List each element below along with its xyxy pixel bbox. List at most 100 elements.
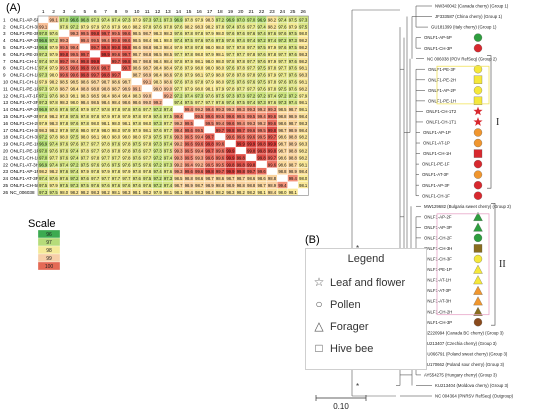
cell-value: 99.4 xyxy=(289,176,298,181)
cell-value: 96.9 xyxy=(39,162,48,167)
cell-value: 97.0 xyxy=(237,17,246,22)
cell-value: 98.5 xyxy=(91,100,100,105)
cell-value: 98.4 xyxy=(112,100,121,105)
cell-value: 98.3 xyxy=(81,93,90,98)
heatmap-cell xyxy=(48,22,59,30)
row-label: ONLF1-PE-1H xyxy=(10,142,40,147)
marker-circle xyxy=(473,170,483,179)
cell-value: 98.3 xyxy=(60,93,69,98)
cell-value: 98.7 xyxy=(278,149,287,154)
cell-value: 97.6 xyxy=(289,52,298,57)
cell-value: 97.6 xyxy=(70,142,79,147)
cell-value: 98.3 xyxy=(206,17,215,22)
cell-value: 97.4 xyxy=(70,149,79,154)
cell-value: 97.7 xyxy=(247,45,256,50)
row-label: ONLF1-CH-1T1 xyxy=(10,66,43,71)
cell-value: 96.8 xyxy=(39,45,48,50)
cell-value: 98.1 xyxy=(195,59,204,64)
cell-value: 99.5 xyxy=(70,52,79,57)
cell-value: 97.2 xyxy=(70,162,79,167)
cell-value: 99.5 xyxy=(81,31,90,36)
cell-value: 98.8 xyxy=(91,86,100,91)
cell-value: 97.2 xyxy=(258,93,267,98)
row-number: 2 xyxy=(3,24,6,29)
cell-value: 99.6 xyxy=(216,149,225,154)
cell-value: 99.2 xyxy=(154,100,163,105)
cell-value: 97.8 xyxy=(112,107,121,112)
cell-value: 98.4 xyxy=(164,59,173,64)
marker-circle xyxy=(473,65,483,74)
cell-value: 99.6 xyxy=(91,66,100,71)
cell-value: 98.8 xyxy=(289,155,298,160)
cell-value: 96.8 xyxy=(81,17,90,22)
cell-value: 97.9 xyxy=(39,80,48,85)
cell-value: 98.3 xyxy=(164,31,173,36)
heatmap-border xyxy=(37,15,309,196)
cell-value: 98.1 xyxy=(258,190,267,195)
cell-value: 97.7 xyxy=(247,86,256,91)
cell-value: 97.4 xyxy=(174,38,183,43)
cell-value: 96.6 xyxy=(39,38,48,43)
cell-value: 99.7 xyxy=(91,73,100,78)
cell-value: 98.1 xyxy=(206,86,215,91)
cell-value: 97.8 xyxy=(91,114,100,119)
cell-value: 99.6 xyxy=(237,135,246,140)
row-number: 20 xyxy=(3,149,9,154)
cell-value: 97.6 xyxy=(174,31,183,36)
cell-value: 97.8 xyxy=(133,114,142,119)
heatmap-cell xyxy=(287,181,299,189)
cell-value: 97.6 xyxy=(50,107,59,112)
tree-leaf-label: ONLF1-PE-2H xyxy=(428,77,456,82)
cell-value: 99.4 xyxy=(195,135,204,140)
cell-value: 99.3 xyxy=(247,121,256,126)
cell-value: 97.4 xyxy=(258,31,267,36)
cell-value: 97.6 xyxy=(226,31,235,36)
row-label: ONLF1-AP-3P xyxy=(10,114,40,119)
column-header: 10 xyxy=(134,9,140,15)
cell-value: 97.2 xyxy=(154,183,163,188)
cell-value: 97.9 xyxy=(206,80,215,85)
row-number: 7 xyxy=(3,59,6,64)
row-number: 22 xyxy=(3,162,9,167)
tree-leaf-label: ONLF1-CH-1T2 xyxy=(426,109,457,114)
tree-leaf-label: JF333587 (China cherry) (Group 1) xyxy=(435,14,503,19)
cell-value: 97.8 xyxy=(102,149,111,154)
cell-value: 97.3 xyxy=(226,93,235,98)
cell-value: 98.6 xyxy=(164,73,173,78)
cell-value: 97.3 xyxy=(164,176,173,181)
cell-value: 99.4 xyxy=(206,107,215,112)
cell-value: 97.9 xyxy=(81,169,90,174)
cell-value: 97.5 xyxy=(112,162,121,167)
phylogenetic-tree: NW340042 (Canada cherry) (Group 1) JF3335… xyxy=(315,4,514,411)
heatmap-cell xyxy=(245,153,257,162)
cell-value: 98.0 xyxy=(102,128,111,133)
cell-value: 97.7 xyxy=(91,107,100,112)
cell-value: 99.5 xyxy=(206,121,215,126)
cell-value: 98.0 xyxy=(216,45,225,50)
column-header: 24 xyxy=(280,9,286,15)
cell-value: 97.3 xyxy=(195,93,204,98)
marker-star xyxy=(473,106,483,116)
cell-value: 98.6 xyxy=(81,80,90,85)
cell-value: 98.0 xyxy=(143,121,152,126)
cell-value: 97.4 xyxy=(50,162,59,167)
cell-value: 97.8 xyxy=(268,80,277,85)
cell-value: 97.2 xyxy=(258,38,267,43)
row-label: ONLF1-PE-1P xyxy=(10,149,40,154)
cell-value: 97.8 xyxy=(50,100,59,105)
cell-value: 98.6 xyxy=(195,176,204,181)
cell-value: 99.9 xyxy=(247,142,256,147)
cell-value: 97.0 xyxy=(39,155,48,160)
cell-value: 98.3 xyxy=(91,190,100,195)
row-number: 8 xyxy=(3,66,6,71)
cell-value: 99.4 xyxy=(278,183,287,188)
heatmap-cell xyxy=(121,71,132,79)
cell-value: 99.6 xyxy=(226,135,235,140)
cell-value: 97.3 xyxy=(143,17,152,22)
cell-value: 99.6 xyxy=(258,169,267,174)
cell-value: 99.4 xyxy=(70,59,79,64)
cell-value: 96.9 xyxy=(39,142,48,147)
cell-value: 98.2 xyxy=(237,190,246,195)
cell-value: 99.3 xyxy=(174,155,183,160)
